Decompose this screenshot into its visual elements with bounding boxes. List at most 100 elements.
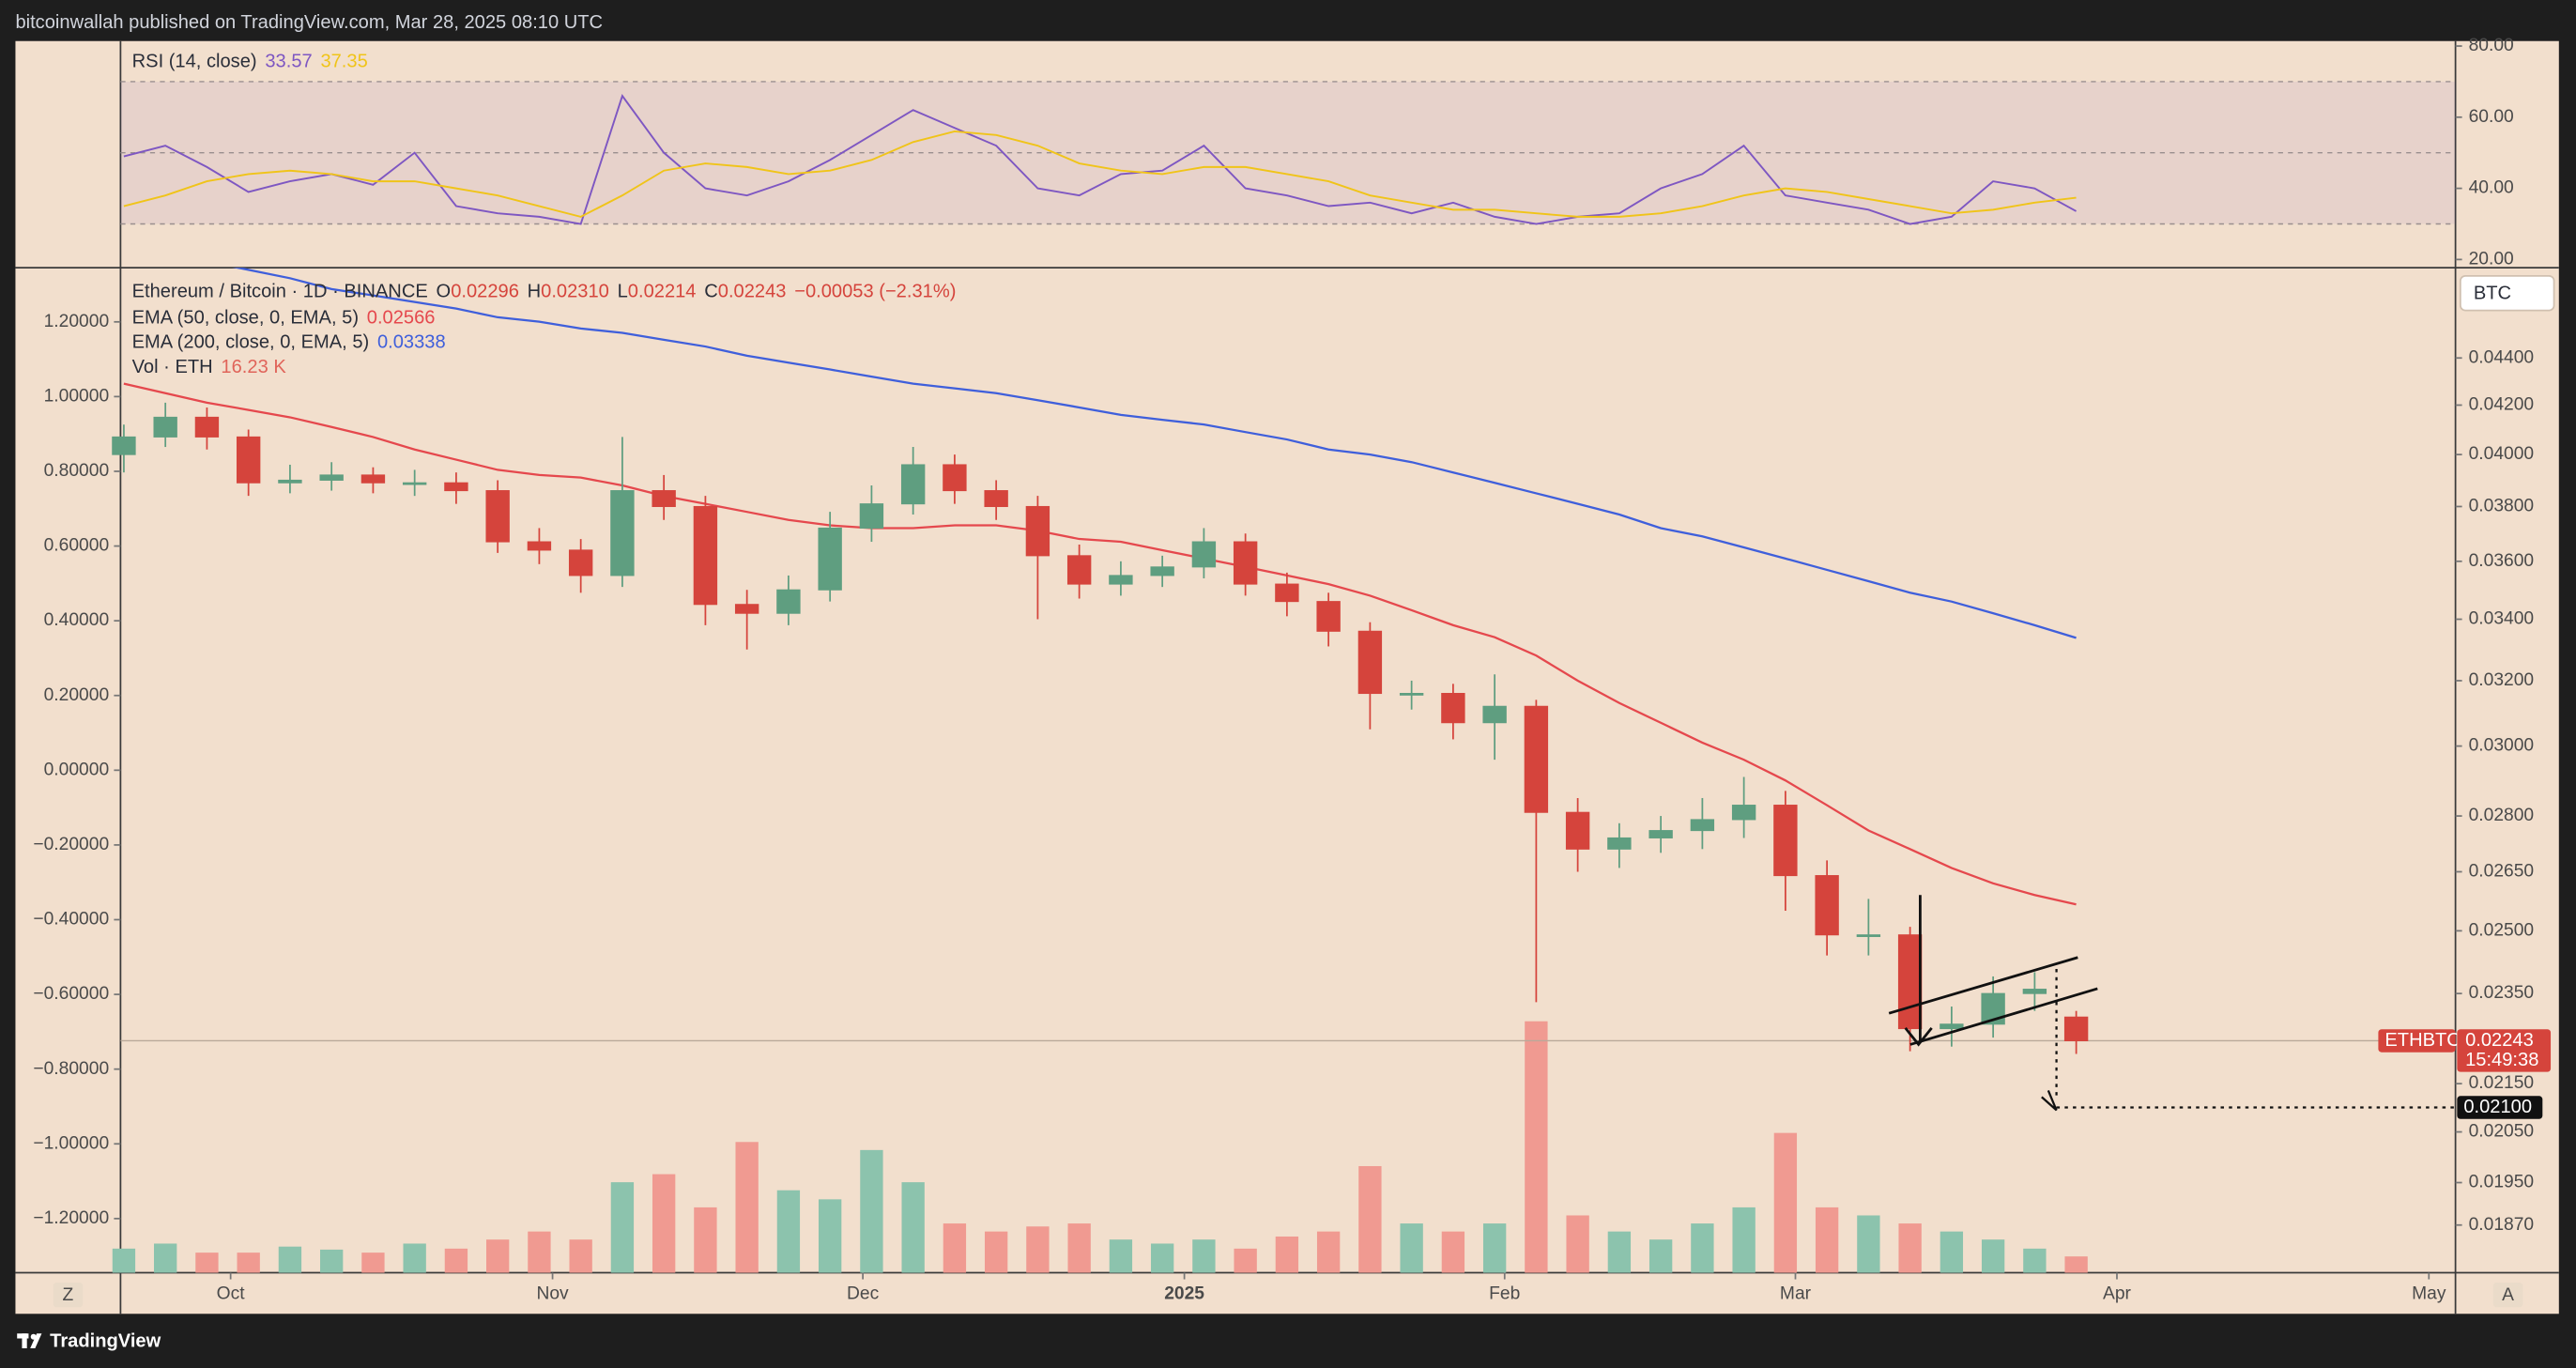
ema-line — [232, 268, 2077, 639]
left-y-tick-label: 0.60000 — [44, 536, 110, 556]
legend-text: Vol · ETH — [132, 357, 213, 377]
y-tick-label: 0.02800 — [2469, 806, 2535, 825]
legend-text: L — [618, 282, 628, 302]
published-note: bitcoinwallah published on TradingView.c… — [15, 12, 603, 33]
left-y-tick-label: −0.40000 — [33, 910, 109, 930]
candle-body — [1150, 566, 1174, 576]
candle-body — [194, 416, 220, 438]
candle-body — [278, 479, 302, 484]
background-layer — [120, 81, 2456, 225]
volume-bar — [2023, 1248, 2047, 1273]
symbol-tag — [2378, 1029, 2456, 1053]
rsi-y-tick-label: 40.00 — [2469, 178, 2514, 198]
candle-body — [693, 505, 718, 606]
candle-body — [943, 464, 967, 492]
x-tick-label: Mar — [1780, 1283, 1812, 1303]
volume-bar — [1109, 1239, 1133, 1273]
volume-bar — [984, 1231, 1008, 1273]
left-y-tick-label: −0.80000 — [33, 1059, 109, 1079]
zoom-button[interactable] — [53, 1283, 84, 1308]
volume-bar — [569, 1239, 592, 1273]
candle-body — [1233, 541, 1258, 585]
legend-text: EMA (50, close, 0, EMA, 5) — [132, 308, 359, 329]
candle-body — [236, 436, 261, 484]
candle-body — [1524, 705, 1549, 813]
volume-bar — [1648, 1239, 1673, 1273]
ema-line — [123, 382, 2077, 906]
left-y-tick-label: −0.20000 — [33, 835, 109, 854]
volume-bar — [860, 1149, 883, 1273]
left-y-tick-label: 0.00000 — [44, 760, 110, 779]
volume-bar — [112, 1248, 136, 1273]
volume-bar — [1940, 1231, 1964, 1273]
volume-bar — [2064, 1256, 2088, 1273]
candle-body — [444, 482, 468, 492]
legend-text: 37.35 — [320, 52, 367, 72]
candle-layer — [112, 402, 2089, 1054]
y-tick-label: 0.02050 — [2469, 1122, 2535, 1142]
left-y-tick-label: 0.40000 — [44, 610, 110, 630]
volume-bar — [1067, 1223, 1091, 1273]
left-y-tick-label: 1.00000 — [44, 386, 110, 406]
auto-scale-button[interactable] — [2492, 1283, 2523, 1308]
legend-text: O — [437, 282, 452, 302]
volume-bar — [1773, 1132, 1798, 1273]
volume-bar — [1400, 1223, 1423, 1273]
candle-body — [859, 503, 884, 529]
candle-body — [485, 490, 510, 543]
legend-text: 0.02214 — [628, 282, 697, 302]
target-tag — [2457, 1096, 2543, 1119]
volume-bar — [528, 1231, 551, 1273]
projection-arrow — [2041, 1089, 2058, 1112]
left-y-tick-label: −1.20000 — [33, 1208, 109, 1228]
rsi-y-tick-label: 60.00 — [2469, 107, 2514, 127]
y-tick-label: 0.01870 — [2469, 1215, 2535, 1235]
candle-body — [2063, 1016, 2089, 1041]
x-tick-label: Nov — [536, 1283, 569, 1303]
x-tick-label: Apr — [2103, 1283, 2132, 1303]
brand-name: TradingView — [50, 1330, 161, 1351]
y-tick-label: 0.02150 — [2469, 1073, 2535, 1093]
x-tick-label: 2025 — [1164, 1283, 1204, 1303]
rsi-line — [123, 94, 2078, 225]
candle-body — [610, 490, 635, 576]
chart-background — [15, 40, 2559, 1314]
volume-bar — [1898, 1223, 1922, 1273]
logo-part — [22, 1333, 27, 1349]
candle-body — [1399, 693, 1424, 696]
channel-upper — [1888, 956, 2078, 1015]
candle-body — [2022, 989, 2047, 994]
candle-body — [1066, 555, 1092, 585]
candle-body — [984, 490, 1008, 508]
candle-body — [900, 464, 926, 505]
candle-body — [734, 604, 759, 614]
currency-button[interactable] — [2459, 274, 2555, 312]
volume-bar — [444, 1248, 468, 1273]
legend-text: Ethereum / Bitcoin · 1D · BINANCE — [132, 282, 428, 302]
candle-body — [1025, 505, 1050, 557]
candle-body — [1482, 705, 1507, 724]
rsi-y-tick-label: 20.00 — [2469, 249, 2514, 269]
candle-body — [1773, 805, 1798, 877]
volume-bar — [1525, 1021, 1548, 1273]
legend-line: RSI (14, close) 33.57 37.35 — [132, 52, 368, 72]
volume-bar — [237, 1253, 260, 1273]
legend-text: 33.57 — [265, 52, 312, 72]
logo-part — [30, 1333, 42, 1349]
candle-body — [1897, 934, 1923, 1030]
candle-body — [402, 482, 427, 485]
volume-bar — [652, 1174, 676, 1273]
candle-body — [112, 436, 136, 455]
volume-bar — [1150, 1243, 1174, 1273]
rsi-line — [123, 130, 2077, 218]
rsi-y-tick-label: 80.00 — [2469, 36, 2514, 55]
legend-text: 0.02566 — [367, 308, 436, 329]
volume-bar — [403, 1243, 426, 1273]
legend-line: EMA (50, close, 0, EMA, 5) 0.02566 — [132, 308, 436, 329]
legend-text: 0.02243 — [718, 282, 787, 302]
symbol-tag-label: ETHBTC — [2384, 1030, 2460, 1051]
y-tick-label: 0.03200 — [2469, 670, 2535, 690]
volume-bar — [818, 1199, 842, 1273]
y-tick-label: 0.04000 — [2469, 444, 2535, 464]
candle-body — [818, 527, 842, 591]
